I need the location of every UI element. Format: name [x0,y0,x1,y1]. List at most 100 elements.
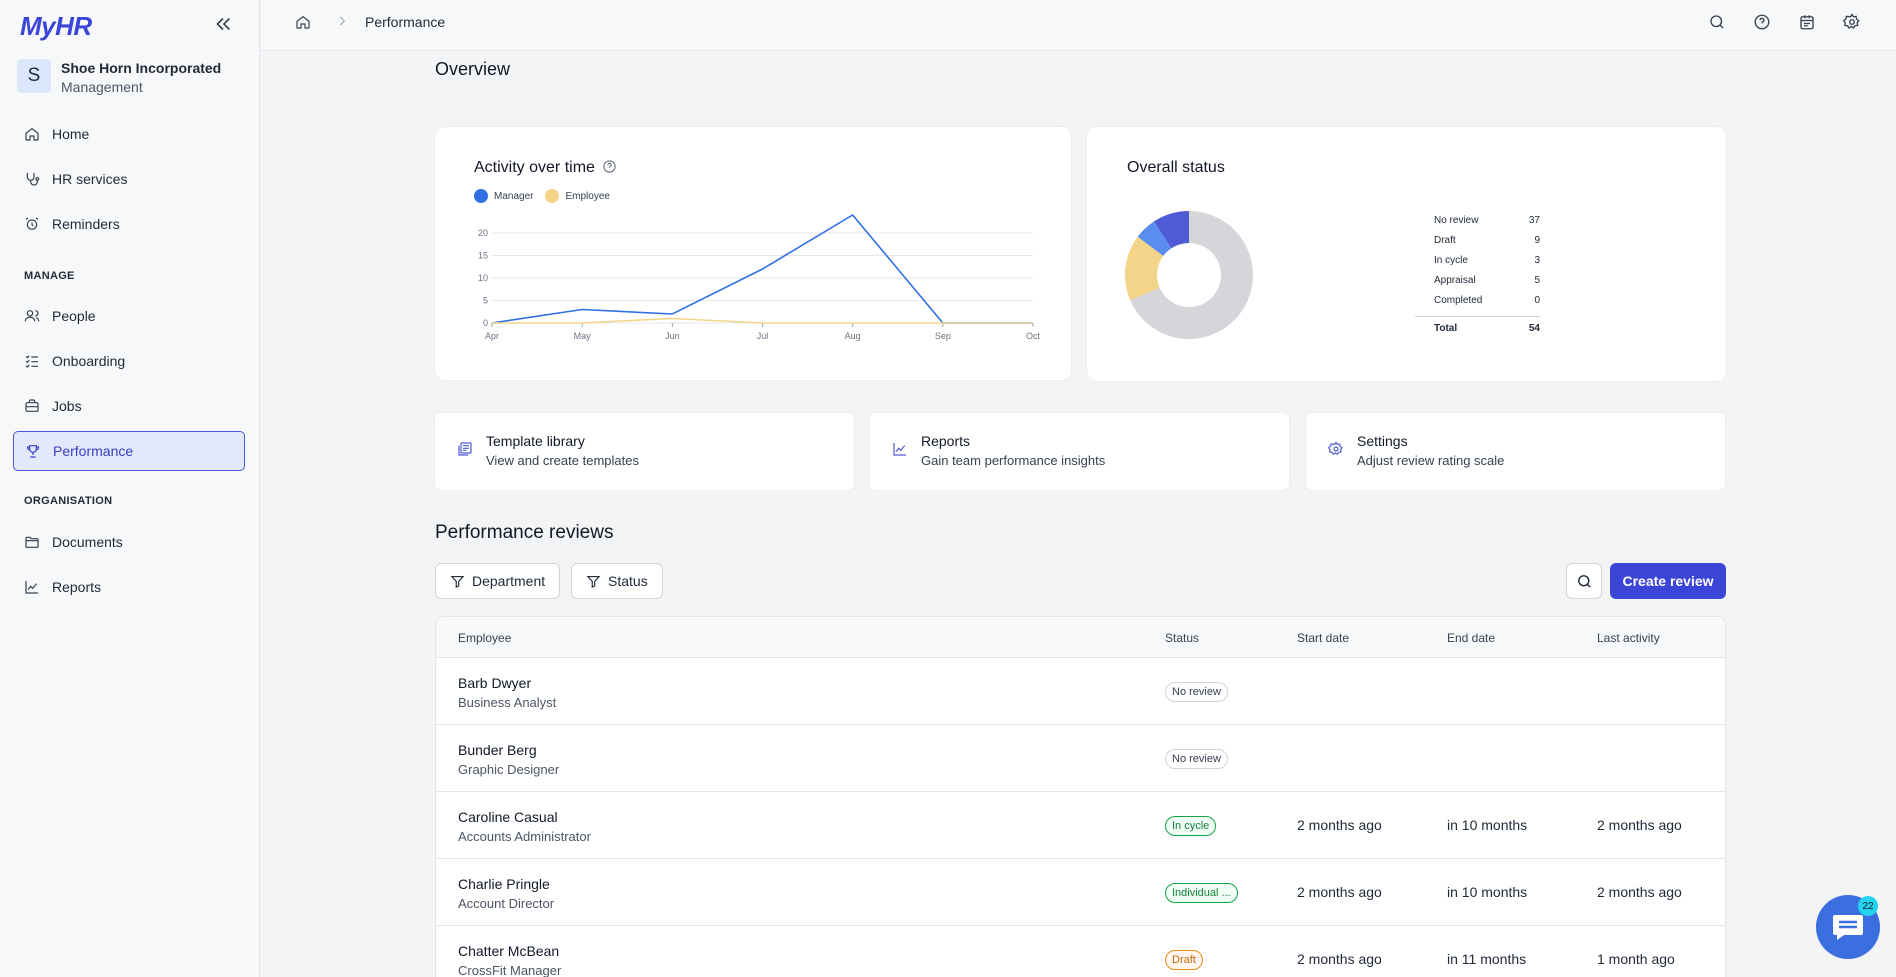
table-row[interactable]: Chatter McBean CrossFit Manager Draft 2 … [436,926,1725,977]
gear-icon[interactable] [1843,13,1861,31]
employee-role: CrossFit Manager [458,963,562,977]
collapse-sidebar-icon[interactable] [212,13,234,35]
sidebar-item-label: Jobs [52,398,82,414]
table-row[interactable]: Charlie Pringle Account Director Individ… [436,859,1725,926]
column-header-status[interactable]: Status [1165,631,1200,645]
checklist-icon [25,355,38,368]
top-bar: Performance [261,0,1896,51]
search-reviews-button[interactable] [1566,563,1602,599]
reports-card[interactable]: Reports Gain team performance insights [870,413,1289,490]
settings-card[interactable]: Settings Adjust review rating scale [1306,413,1725,490]
legend-item-manager[interactable]: Manager [474,189,533,203]
status-label: Draft [1434,234,1456,246]
sidebar-item-performance[interactable]: Performance [13,431,245,471]
status-row-no-review: No review 37 [1415,210,1540,230]
table-row[interactable]: Barb Dwyer Business Analyst No review [436,658,1725,725]
employee-name: Caroline Casual [458,809,558,825]
employee-name: Charlie Pringle [458,876,550,892]
create-review-button[interactable]: Create review [1610,563,1726,599]
help-icon[interactable] [1753,13,1771,31]
start-date: 2 months ago [1297,817,1382,833]
donut-slice-draft[interactable] [1125,236,1164,301]
filter-icon [586,575,601,588]
performance-reviews-title: Performance reviews [435,522,614,543]
y-tick-label: 0 [483,318,488,328]
status-value: 0 [1534,294,1540,306]
sidebar-item-reminders[interactable]: Reminders [13,204,245,244]
y-tick-label: 10 [478,273,488,283]
chart-line-icon [25,581,38,594]
stethoscope-icon [26,173,40,186]
status-row-completed: Completed 0 [1415,290,1540,310]
column-header-employee[interactable]: Employee [458,631,512,645]
sidebar-item-people[interactable]: People [13,296,245,336]
chat-notification-badge: 22 [1858,896,1878,916]
status-filter-button[interactable]: Status [571,563,663,599]
template-library-card[interactable]: Template library View and create templat… [435,413,854,490]
chart-line-icon [893,443,906,456]
company-name: Shoe Horn Incorporated [61,60,222,76]
gear-icon [1328,441,1343,456]
activity-chart-title: Activity over time [474,159,617,177]
employee-role: Graphic Designer [458,762,560,777]
employee-role: Business Analyst [458,695,557,710]
performance-reviews-table: Employee Status Start date End date Last… [435,616,1726,977]
people-icon [24,310,40,322]
quick-link-subtitle: Adjust review rating scale [1357,453,1505,468]
table-row[interactable]: Caroline Casual Accounts Administrator I… [436,792,1725,859]
status-badge: Draft [1165,950,1203,970]
column-header-end-date[interactable]: End date [1447,631,1496,645]
x-tick-label: May [574,331,592,341]
quick-link-subtitle: Gain team performance insights [921,453,1106,468]
sidebar-item-hr-services[interactable]: HR services [13,159,245,199]
donut-slice-in-cycle[interactable] [1137,221,1172,256]
briefcase-icon [25,399,39,412]
sidebar-item-label: People [52,308,96,324]
sidebar-item-documents[interactable]: Documents [13,522,245,562]
calendar-icon[interactable] [1798,13,1816,31]
sidebar-item-label: Performance [53,443,134,459]
table-row[interactable]: Bunder Berg Graphic Designer No review [436,725,1725,792]
x-tick-label: Jun [665,331,680,341]
activity-chart-card [435,127,1071,380]
overall-status-title: Overall status [1127,159,1225,176]
legend-item-employee[interactable]: Employee [545,189,610,203]
department-filter-button[interactable]: Department [435,563,561,599]
status-label: No review [1434,214,1479,226]
status-value: 3 [1534,254,1540,266]
status-row-draft: Draft 9 [1415,230,1540,250]
help-circle-icon[interactable] [602,159,617,174]
logo[interactable]: MyHR [20,11,92,41]
status-label: In cycle [1434,254,1468,266]
sidebar-item-home[interactable]: Home [13,114,245,154]
sidebar-item-label: Reports [52,579,102,595]
employee-name: Chatter McBean [458,943,560,959]
status-label: Appraisal [1434,274,1476,286]
status-badge: In cycle [1165,816,1217,836]
chat-button[interactable] [1816,895,1880,959]
sidebar-item-onboarding[interactable]: Onboarding [13,341,245,381]
status-label: Completed [1434,294,1483,306]
status-row-total: Total 54 [1415,316,1540,340]
status-value: 9 [1534,234,1540,246]
company-avatar: S [17,59,51,93]
legend-swatch [545,189,560,203]
status-row-in-cycle: In cycle 3 [1415,250,1540,270]
home-icon[interactable] [295,14,311,30]
donut-slice-no-review[interactable] [1130,211,1253,339]
sidebar-item-jobs[interactable]: Jobs [13,386,245,426]
folder-icon [25,536,39,548]
employee-role: Accounts Administrator [458,829,591,844]
donut-slice-appraisal[interactable] [1153,211,1189,249]
column-header-start-date[interactable]: Start date [1297,631,1350,645]
company-switcher[interactable]: S Shoe Horn Incorporated Management [17,59,221,97]
status-label: Total [1434,323,1458,334]
quick-link-title: Reports [921,433,971,449]
section-header-organisation: ORGANISATION [24,495,113,507]
trophy-icon [26,445,40,458]
overview-title: Overview [435,59,511,79]
status-badge: Individual ... [1165,883,1238,903]
column-header-last-activity[interactable]: Last activity [1597,631,1660,645]
sidebar-item-reports[interactable]: Reports [13,567,245,607]
search-icon[interactable] [1708,13,1726,31]
